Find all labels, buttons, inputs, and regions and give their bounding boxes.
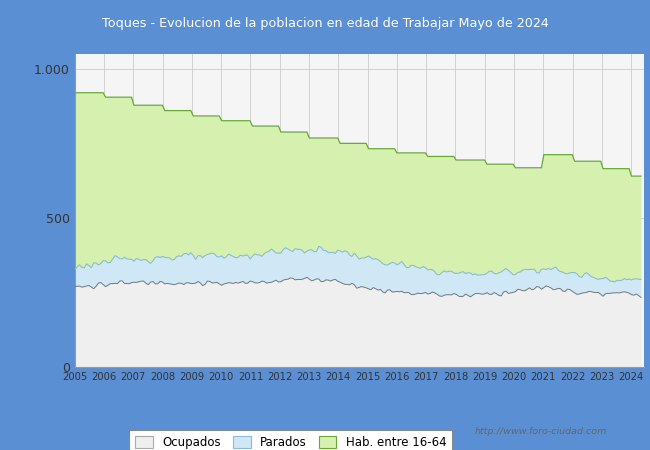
Text: Toques - Evolucion de la poblacion en edad de Trabajar Mayo de 2024: Toques - Evolucion de la poblacion en ed… bbox=[101, 17, 549, 30]
Legend: Ocupados, Parados, Hab. entre 16-64: Ocupados, Parados, Hab. entre 16-64 bbox=[129, 430, 452, 450]
Text: http://www.foro-ciudad.com: http://www.foro-ciudad.com bbox=[474, 428, 607, 436]
